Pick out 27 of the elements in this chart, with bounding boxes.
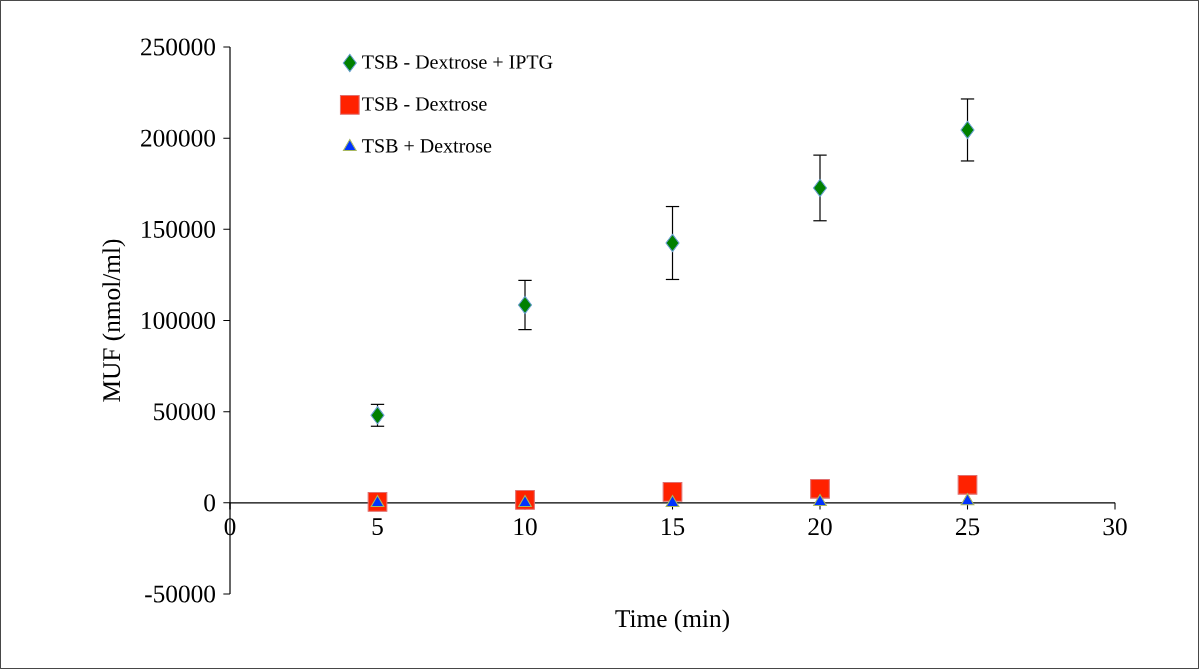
- point: [960, 120, 975, 140]
- y-tick-label: -50000: [145, 585, 215, 603]
- point: [957, 474, 978, 495]
- legend-label: TSB + Dextrose: [362, 139, 492, 153]
- point: [810, 478, 830, 499]
- x-tick-label: 30: [1103, 518, 1127, 536]
- y-tick-label: 0: [204, 494, 215, 512]
- x-axis-title: Time (min): [615, 609, 729, 633]
- x-tick-label: 15: [662, 518, 685, 536]
- legend-label: TSB - Dextrose + IPTG: [362, 55, 553, 69]
- x-tick-label: 5: [372, 518, 383, 536]
- y-tick-label: 150000: [142, 220, 215, 238]
- point: [517, 295, 533, 315]
- point: [812, 178, 828, 198]
- x-tick-label: 25: [955, 518, 980, 536]
- point: [665, 233, 680, 253]
- legend-label: TSB - Dextrose: [362, 97, 487, 111]
- point: [960, 493, 975, 506]
- x-tick-label: 20: [808, 518, 832, 536]
- point: [665, 494, 680, 508]
- y-tick-label: 200000: [141, 129, 215, 147]
- y-tick-label: 50000: [154, 403, 215, 421]
- y-axis-title: MUF (nmol/ml): [102, 239, 126, 402]
- x-tick-label: 10: [514, 518, 537, 536]
- y-tick-label: 100000: [142, 311, 215, 330]
- y-tick-label: 250000: [141, 38, 215, 56]
- point: [813, 494, 827, 507]
